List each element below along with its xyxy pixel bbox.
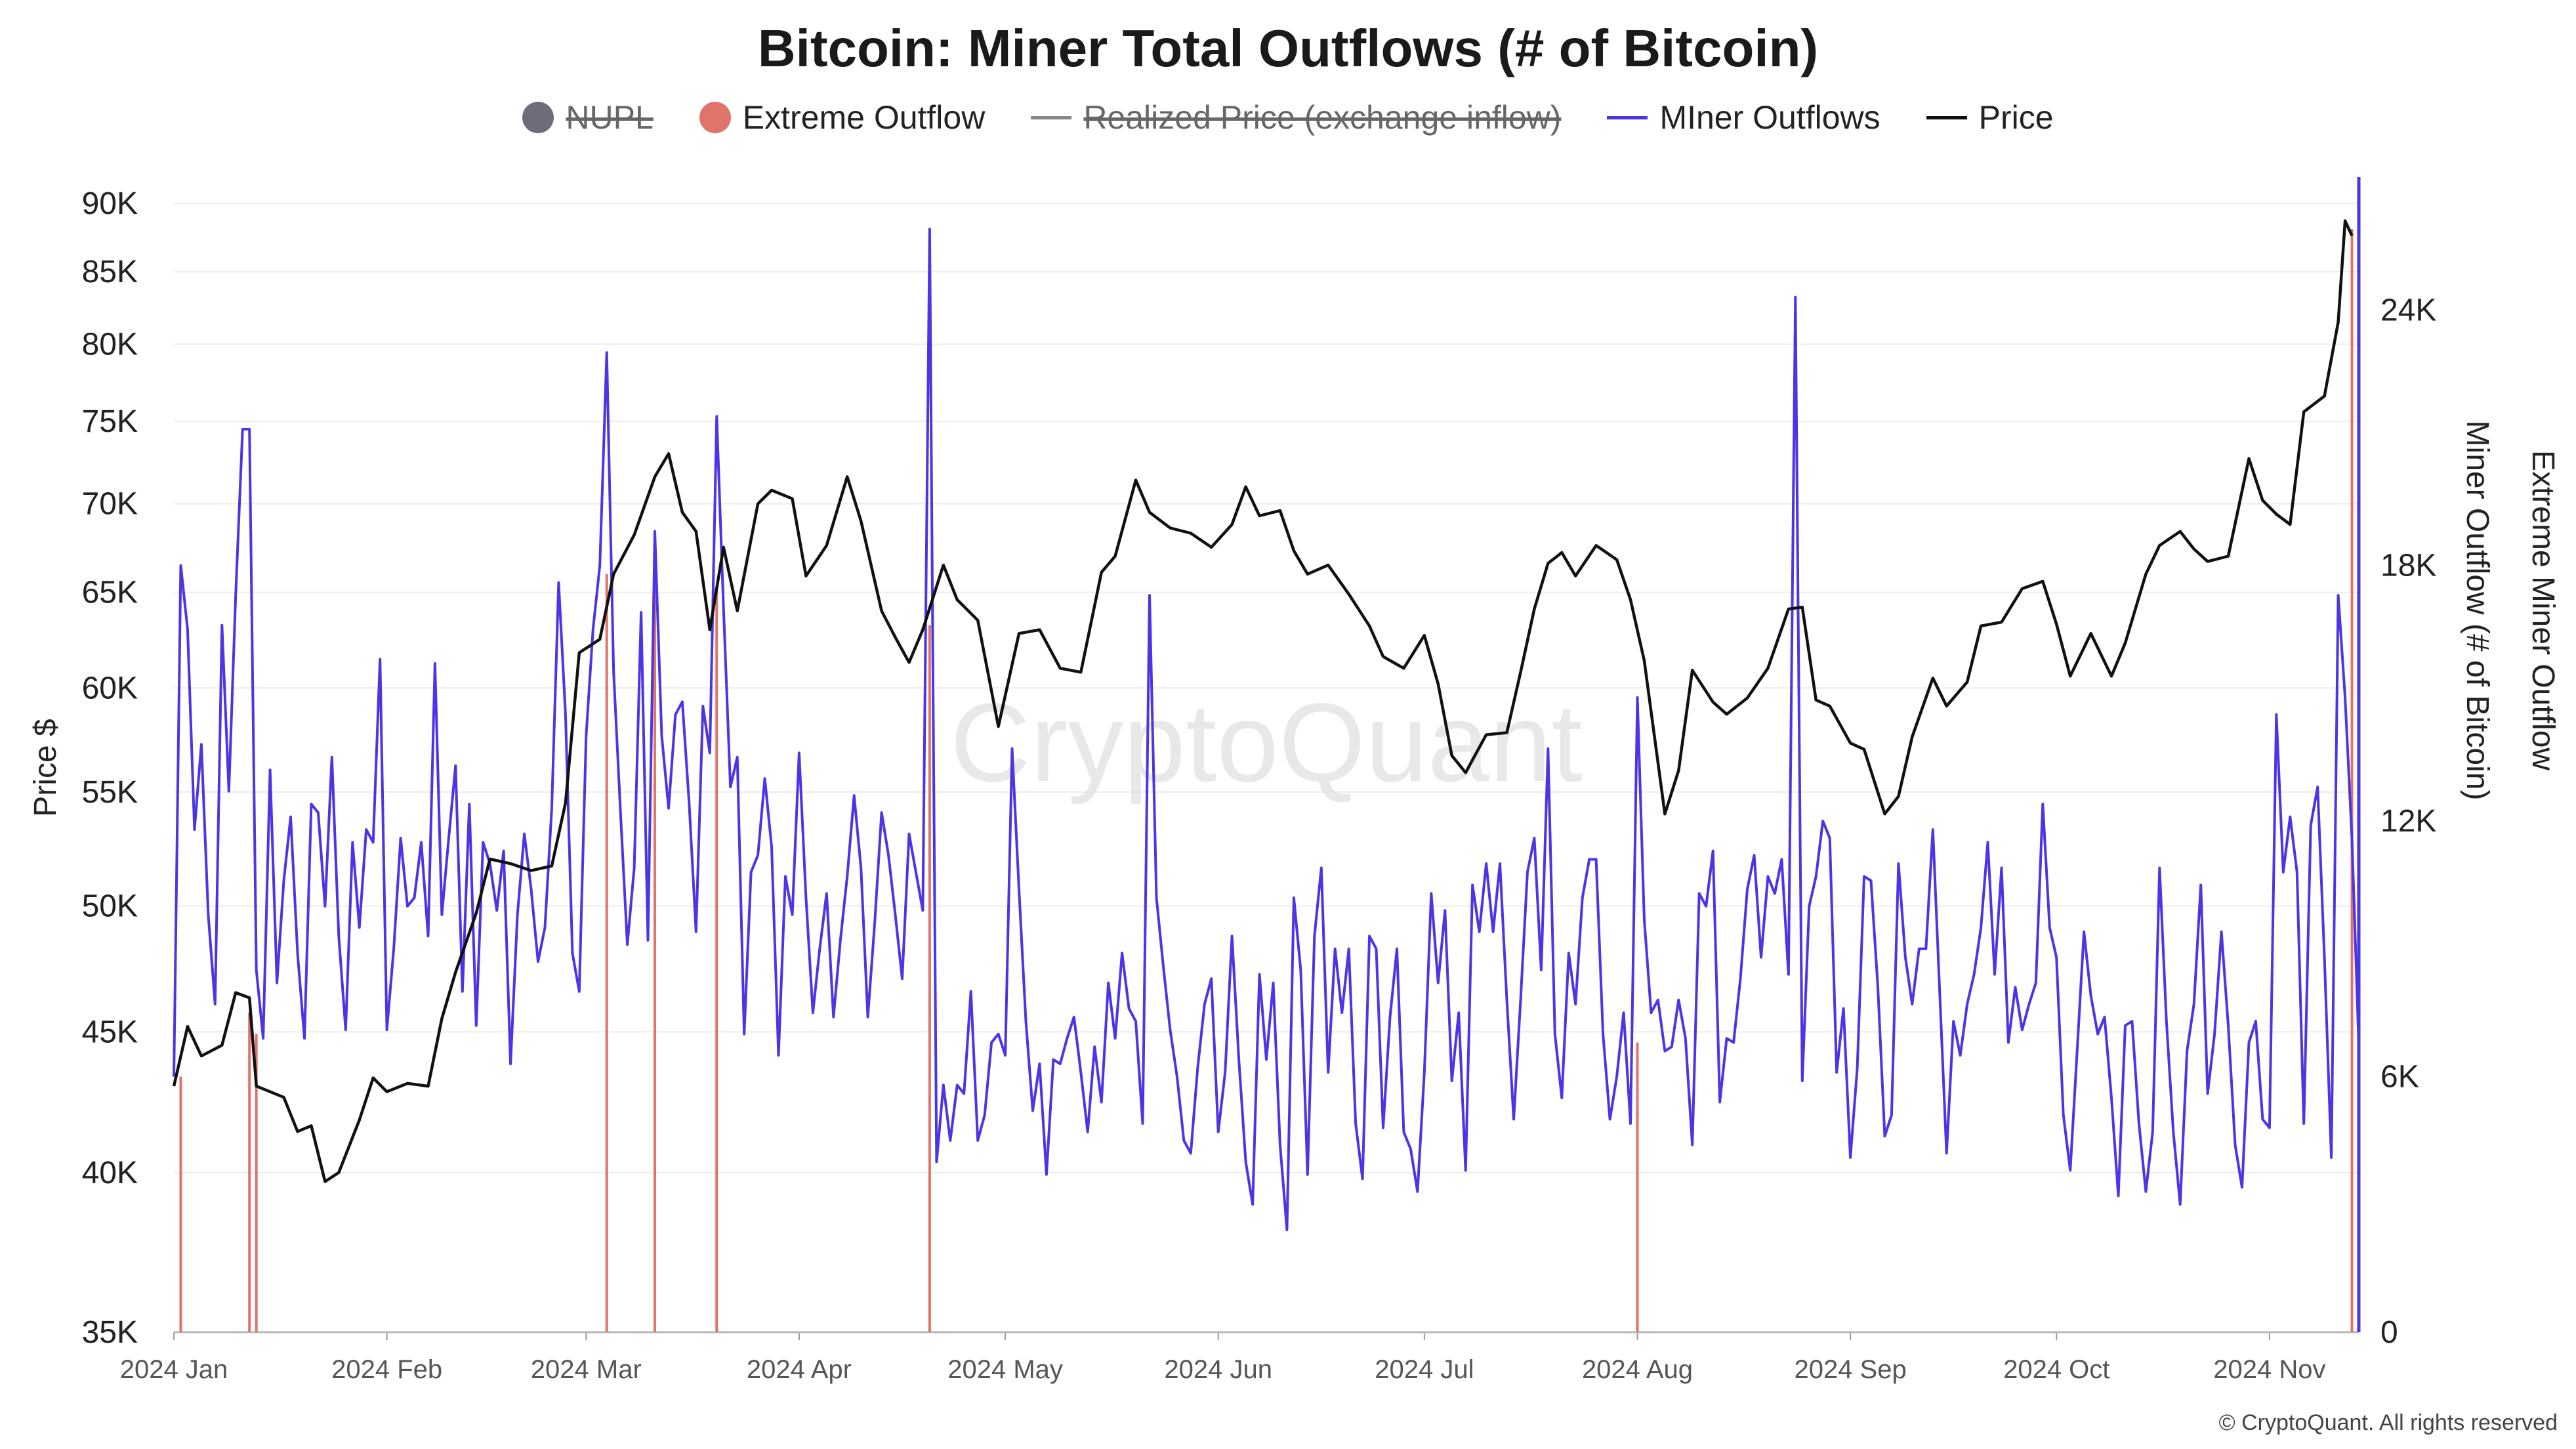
price-line — [172, 219, 2354, 1183]
x-tick-label: 2024 Jan — [120, 1355, 228, 1384]
x-tick-label: 2024 Mar — [531, 1355, 642, 1384]
y-right-axis-title: Miner Outflow (# of Bitcoin) — [2460, 421, 2495, 801]
x-tick-label: 2024 Jul — [1375, 1355, 1474, 1384]
y-left-axis-title: Price $ — [28, 719, 63, 816]
y-right-axis-title-2: Extreme Miner Outflow — [2525, 450, 2560, 770]
y-left-tick-label: 45K — [82, 1015, 138, 1049]
legend-label-realized-price: Realized Price (exchange inflow) — [1083, 99, 1562, 136]
legend-item-price[interactable]: Price — [1926, 98, 2054, 136]
legend-item-miner-outflows[interactable]: MIner Outflows — [1607, 98, 1880, 136]
legend-marker-nupl — [522, 102, 554, 133]
y-right-tick-label: 12K — [2380, 804, 2436, 839]
legend-item-nupl[interactable]: NUPL — [522, 98, 654, 136]
miner-outflows-line — [173, 227, 2360, 1232]
x-tick-label: 2024 Oct — [2003, 1355, 2109, 1384]
y-right-tick-label: 24K — [2380, 293, 2436, 327]
legend-marker-realized-price — [1031, 116, 1072, 119]
y-right-tick-label: 6K — [2380, 1060, 2419, 1095]
legend-label-extreme-outflow: Extreme Outflow — [742, 99, 986, 136]
x-tick-label: 2024 Apr — [747, 1355, 852, 1384]
watermark: CryptoQuant — [950, 681, 1583, 805]
y-left-tick-label: 65K — [82, 576, 138, 610]
chart-title: Bitcoin: Miner Total Outflows (# of Bitc… — [757, 19, 1819, 77]
y-right-tick-label: 18K — [2380, 549, 2436, 583]
y-left-tick-label: 40K — [82, 1156, 138, 1190]
legend-label-nupl: NUPL — [566, 99, 654, 136]
x-tick-label: 2024 Sep — [1794, 1355, 1906, 1384]
legend: NUPL Extreme Outflow Realized Price (exc… — [0, 98, 2576, 136]
y-left-tick-label: 85K — [82, 255, 138, 289]
y-left-tick-label: 75K — [82, 404, 138, 439]
y-left-tick-label: 50K — [82, 889, 138, 923]
legend-label-miner-outflows: MIner Outflows — [1659, 99, 1880, 136]
x-tick-label: 2024 May — [947, 1355, 1063, 1384]
y-right-tick-label: 0 — [2380, 1315, 2398, 1350]
y-left-tick-label: 80K — [82, 327, 138, 362]
legend-item-extreme-outflow[interactable]: Extreme Outflow — [699, 98, 986, 136]
y-left-tick-label: 35K — [82, 1315, 138, 1350]
copyright: © CryptoQuant. All rights reserved — [2218, 1410, 2558, 1435]
y-left-tick-label: 90K — [82, 186, 138, 221]
x-tick-label: 2024 Nov — [2213, 1355, 2325, 1384]
y-left-tick-label: 55K — [82, 775, 138, 810]
legend-marker-price — [1926, 116, 1967, 119]
legend-item-realized-price[interactable]: Realized Price (exchange inflow) — [1031, 98, 1561, 136]
legend-marker-miner-outflows — [1607, 116, 1648, 119]
y-left-tick-label: 60K — [82, 671, 138, 705]
y-left-tick-label: 70K — [82, 487, 138, 522]
x-tick-label: 2024 Jun — [1164, 1355, 1272, 1384]
x-tick-label: 2024 Aug — [1582, 1355, 1693, 1384]
x-tick-label: 2024 Feb — [331, 1355, 442, 1384]
legend-label-price: Price — [1978, 99, 2054, 136]
legend-marker-extreme-outflow — [699, 102, 731, 133]
